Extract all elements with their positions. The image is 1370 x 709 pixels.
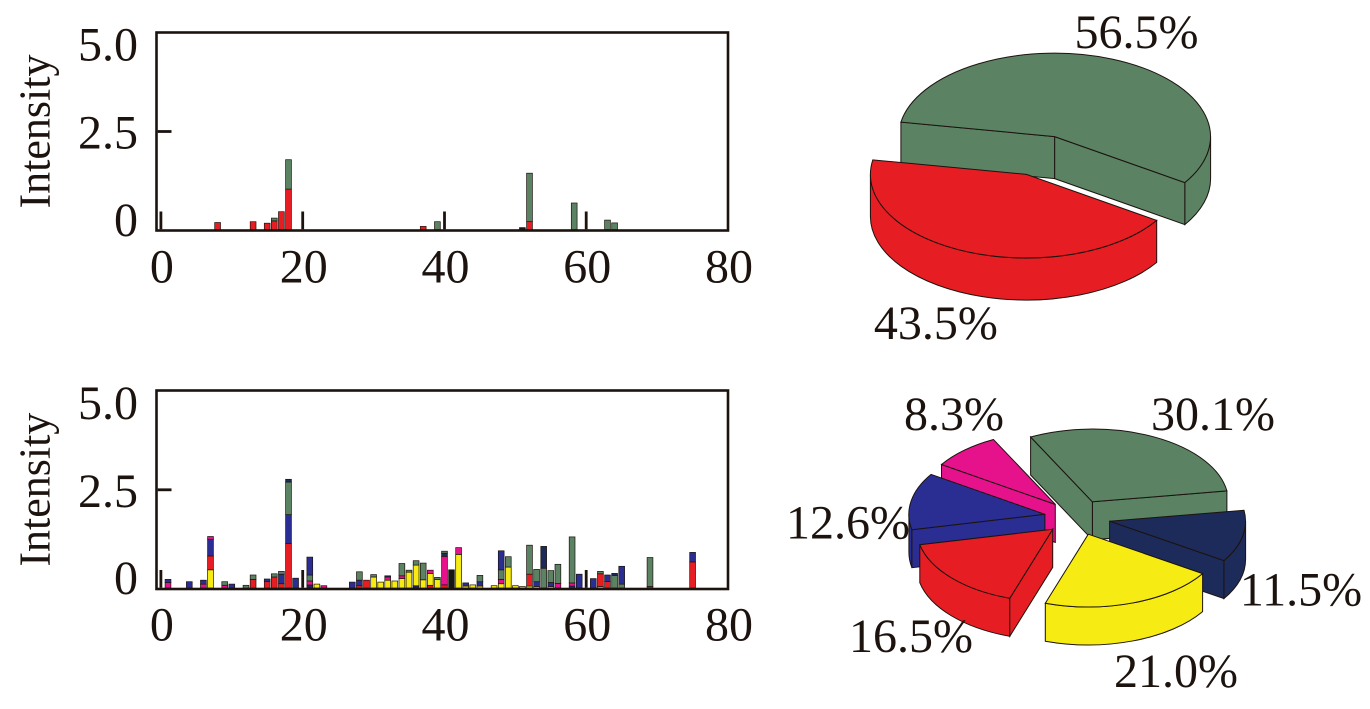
svg-text:2.5: 2.5 xyxy=(78,465,138,518)
svg-text:80: 80 xyxy=(705,599,753,652)
svg-text:0: 0 xyxy=(150,599,174,652)
svg-text:16.5%: 16.5% xyxy=(849,610,973,663)
svg-text:60: 60 xyxy=(563,241,611,294)
svg-text:30.1%: 30.1% xyxy=(1151,388,1275,441)
svg-text:8.3%: 8.3% xyxy=(904,388,1004,441)
svg-text:40: 40 xyxy=(422,241,470,294)
svg-text:Intensity: Intensity xyxy=(11,413,60,567)
svg-text:0: 0 xyxy=(150,241,174,294)
svg-text:20: 20 xyxy=(280,599,328,652)
svg-text:21.0%: 21.0% xyxy=(1114,645,1238,698)
svg-text:5.0: 5.0 xyxy=(78,19,138,72)
svg-text:40: 40 xyxy=(422,599,470,652)
svg-text:5.0: 5.0 xyxy=(78,377,138,430)
svg-text:11.5%: 11.5% xyxy=(1240,564,1362,617)
svg-text:Intensity: Intensity xyxy=(11,55,60,209)
svg-text:60: 60 xyxy=(563,599,611,652)
svg-text:80: 80 xyxy=(705,241,753,294)
svg-text:20: 20 xyxy=(280,241,328,294)
svg-text:2.5: 2.5 xyxy=(78,107,138,160)
svg-text:56.5%: 56.5% xyxy=(1075,6,1199,59)
svg-text:43.5%: 43.5% xyxy=(874,297,998,350)
svg-text:0: 0 xyxy=(114,194,138,247)
svg-text:12.6%: 12.6% xyxy=(786,497,910,550)
svg-text:0: 0 xyxy=(114,552,138,605)
